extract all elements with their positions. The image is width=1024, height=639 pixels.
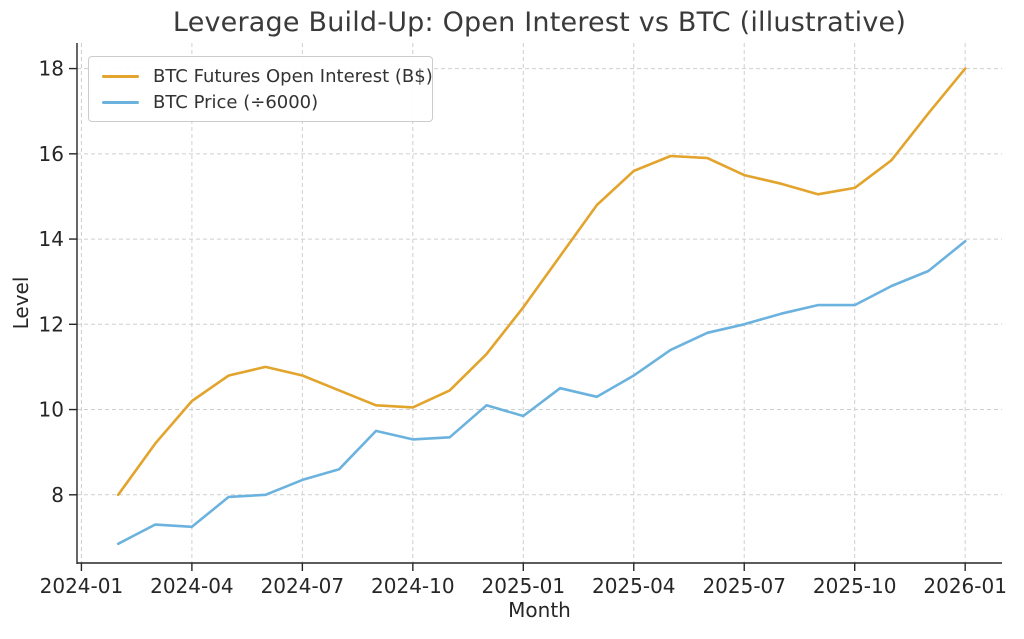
y-tick-label: 8 (51, 483, 64, 507)
legend-item-btc-price: BTC Price (÷6000) (89, 89, 432, 115)
y-axis-label: Level (9, 276, 33, 330)
legend-line-swatch-btc-price (102, 100, 139, 104)
legend-label-btc-price: BTC Price (÷6000) (153, 91, 319, 113)
chart-title: Leverage Build-Up: Open Interest vs BTC … (172, 7, 907, 38)
x-tick-label: 2024-10 (371, 574, 455, 598)
legend-line-swatch-open-interest (102, 74, 139, 78)
legend-item-open-interest: BTC Futures Open Interest (B$) (89, 63, 433, 89)
x-tick-label: 2026-01 (923, 574, 1007, 598)
series-line-btc-futures-open-interest-b (116, 67, 967, 497)
x-tick-label: 2024-07 (261, 574, 345, 598)
x-tick-label: 2024-01 (40, 574, 124, 598)
legend: BTC Futures Open Interest (B$) BTC Price… (88, 56, 433, 122)
y-tick-label: 14 (39, 227, 64, 251)
x-tick-label: 2025-10 (813, 574, 897, 598)
series-line-btc-price-6000 (116, 239, 967, 546)
x-tick-label: 2025-04 (592, 574, 676, 598)
y-tick-label: 12 (39, 312, 64, 336)
x-axis-label: Month (508, 598, 571, 622)
y-tick-label: 16 (39, 142, 64, 166)
legend-label-open-interest: BTC Futures Open Interest (B$) (153, 65, 433, 87)
x-tick-label: 2025-07 (702, 574, 786, 598)
y-tick-label: 10 (39, 398, 64, 422)
y-tick-label: 18 (39, 57, 64, 81)
x-tick-label: 2025-01 (482, 574, 566, 598)
x-tick-label: 2024-04 (150, 574, 234, 598)
